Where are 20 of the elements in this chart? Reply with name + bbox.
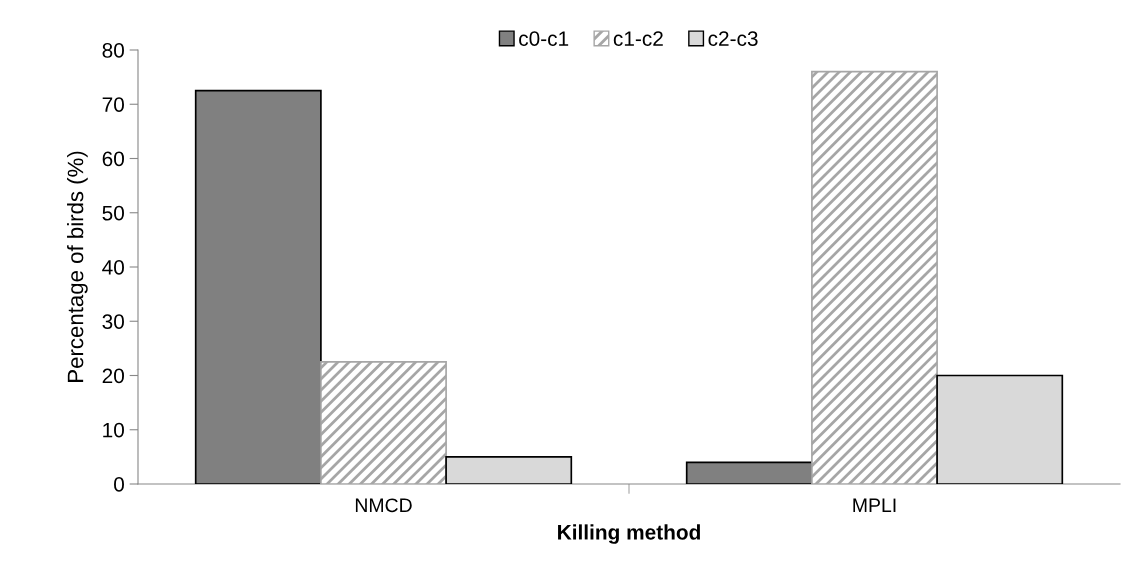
bar <box>445 456 573 484</box>
bar <box>811 70 938 484</box>
x-axis-title: Killing method <box>558 524 700 544</box>
y-tick-label: 40 <box>102 260 124 275</box>
legend-label: c1-c2 <box>613 31 663 46</box>
y-tick-label: 10 <box>103 422 124 438</box>
y-tick-label: 30 <box>102 314 124 329</box>
x-tick-label: MPLI <box>853 498 896 512</box>
bar <box>320 361 447 484</box>
x-tick-label: NMCD <box>355 498 412 513</box>
y-tick-label: 80 <box>102 43 124 58</box>
y-axis-title: Percentage of birds (%) <box>67 151 88 382</box>
y-tick-label: 0 <box>114 477 124 492</box>
legend-label: c2-c3 <box>708 31 758 46</box>
y-tick-label: 20 <box>102 368 124 384</box>
y-tick-label: 70 <box>102 97 124 112</box>
legend-label: c0-c1 <box>519 31 569 46</box>
y-tick-label: 60 <box>102 151 124 167</box>
bar <box>936 374 1064 484</box>
y-tick-label: 50 <box>102 205 124 221</box>
